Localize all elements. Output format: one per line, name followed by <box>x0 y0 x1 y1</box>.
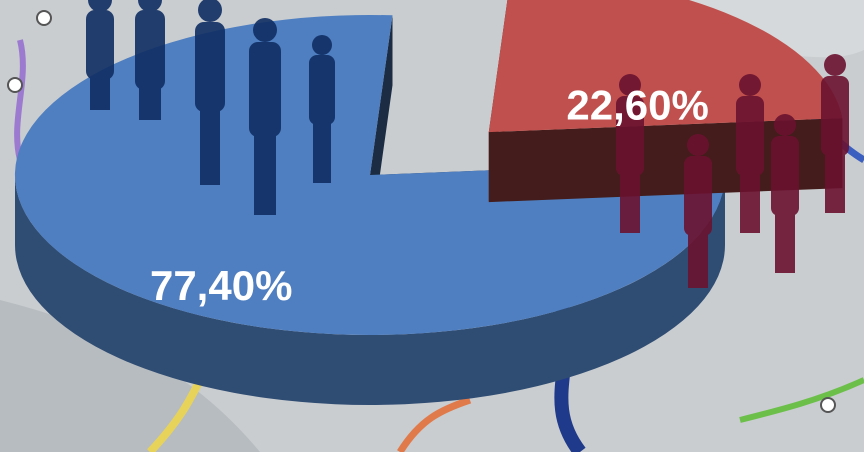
value-label: 22,60% <box>566 81 708 128</box>
value-labels: 77,40% 22,60% <box>150 81 709 308</box>
slice-side <box>15 175 725 405</box>
value-label: 77,40% <box>150 262 292 309</box>
slice <box>14 14 725 335</box>
blue-figures <box>86 0 335 215</box>
red-figures <box>616 54 849 288</box>
